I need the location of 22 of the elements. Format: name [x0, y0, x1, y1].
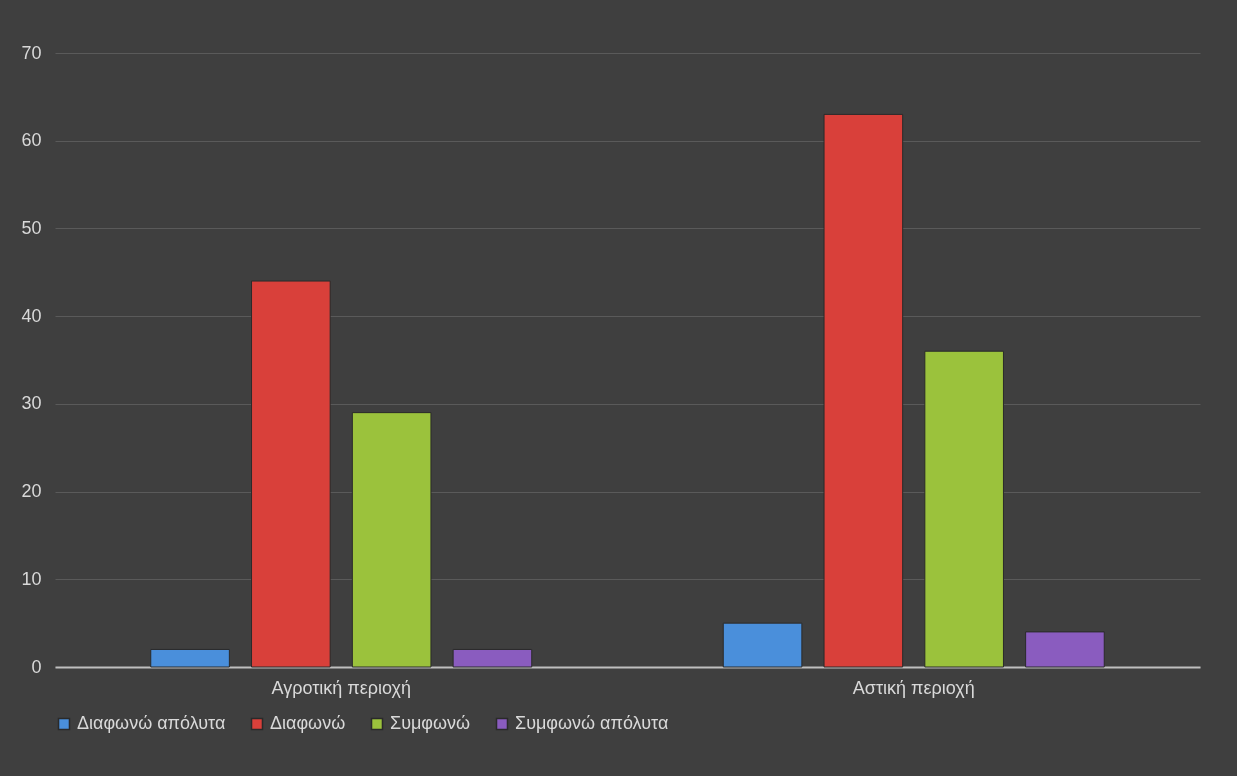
bar: [351, 412, 432, 668]
legend-label: Διαφωνώ απόλυτα: [77, 713, 226, 733]
bar: [823, 113, 904, 668]
y-tick-label: 60: [21, 130, 42, 151]
y-tick-label: 20: [21, 481, 42, 502]
bar: [1025, 631, 1105, 668]
bar: [251, 280, 331, 668]
legend-label: Συμφωνώ απόλυτα: [515, 713, 669, 733]
bar: [150, 648, 230, 668]
y-tick-label: 50: [21, 217, 42, 238]
y-tick-label: 70: [21, 42, 42, 63]
y-tick-label: 40: [21, 305, 42, 326]
bar: [452, 648, 533, 668]
y-tick-label: 30: [21, 393, 42, 414]
y-tick-label: 0: [31, 656, 42, 677]
x-tick-label: Αστική περιοχή: [852, 677, 975, 698]
x-tick-label: Αγροτική περιοχή: [271, 677, 411, 698]
bar: [924, 350, 1004, 668]
legend-label: Διαφωνώ: [270, 713, 346, 733]
y-tick-label: 10: [21, 568, 42, 589]
bar: [722, 622, 803, 668]
legend-label: Συμφωνώ: [390, 713, 471, 733]
